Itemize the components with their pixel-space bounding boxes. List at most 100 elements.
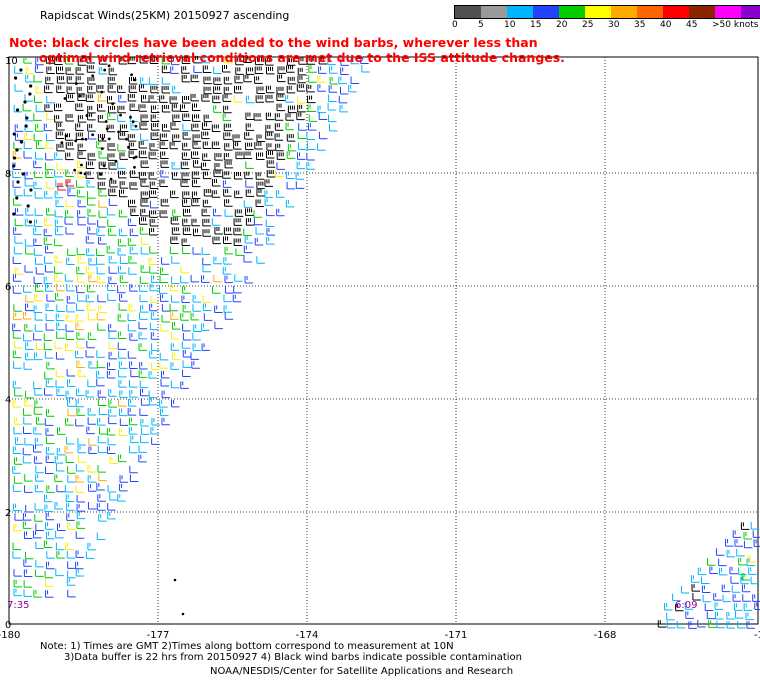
wind-barb [33, 95, 43, 103]
wind-barb [128, 427, 138, 435]
wind-barb [33, 305, 43, 313]
wind-barb-shaft [87, 85, 96, 94]
wind-barb [108, 228, 117, 236]
wind-barb [14, 340, 23, 349]
wind-barb-shaft [77, 255, 87, 264]
wind-barb [222, 171, 231, 179]
wind-barb [296, 152, 306, 160]
wind-barb-shaft [182, 360, 192, 368]
wind-barb [45, 447, 55, 455]
wind-barb-shaft [296, 112, 305, 121]
wind-barb-shaft [12, 446, 22, 455]
wind-barb-shaft [65, 94, 75, 102]
wind-barb-shaft [170, 217, 180, 225]
wind-barb-shaft [256, 152, 265, 160]
wind-barb-shaft [97, 275, 106, 284]
wind-barb [107, 153, 116, 161]
wind-barb-shaft [180, 265, 190, 274]
wind-barb [707, 558, 716, 566]
wind-barb-shaft [77, 210, 86, 218]
wind-barb-shaft [66, 283, 75, 292]
wind-barb-shaft [33, 445, 42, 453]
wind-barb-shaft [119, 390, 128, 398]
wind-barb [181, 66, 190, 74]
latitude-label: 0 [5, 620, 11, 631]
wind-barb [729, 566, 738, 575]
wind-barb-shaft [182, 142, 191, 151]
wind-barb [340, 58, 349, 66]
wind-barb-shaft [34, 313, 44, 321]
wind-barb [256, 181, 265, 190]
wind-barb [266, 143, 275, 151]
wind-barb [56, 447, 66, 456]
wind-barb-shaft [35, 474, 44, 482]
wind-barb [149, 219, 159, 227]
wind-barb-shaft [118, 369, 127, 378]
wind-barb-shaft [191, 218, 200, 227]
wind-barb-shaft [66, 513, 75, 521]
wind-barb [201, 55, 210, 64]
wind-barb-shaft [66, 369, 76, 377]
wind-barb [149, 181, 159, 190]
wind-barb [191, 171, 201, 179]
wind-barb-shaft [223, 257, 232, 265]
wind-barb-shaft [297, 75, 306, 84]
wind-barb [87, 132, 97, 140]
wind-barb-shaft [35, 267, 45, 275]
wind-barb [46, 181, 55, 189]
contamination-circle [127, 145, 130, 149]
wind-barb [274, 133, 284, 141]
wind-barb [118, 170, 127, 179]
wind-barb [203, 76, 212, 85]
wind-barb [740, 522, 750, 530]
scale-swatch [663, 6, 689, 18]
wind-barb [265, 112, 275, 121]
wind-barb-shaft [276, 103, 286, 112]
wind-barb [232, 294, 242, 303]
wind-barb-shaft [697, 567, 707, 576]
wind-barb [171, 104, 181, 112]
wind-barb-shaft [23, 559, 32, 567]
wind-barb-shaft [181, 56, 191, 65]
wind-barb [34, 437, 44, 446]
wind-barb [13, 569, 23, 577]
wind-barb-shaft [161, 304, 171, 312]
wind-barb-shaft [138, 331, 148, 340]
wind-barb [129, 474, 139, 482]
wind-barb [285, 122, 295, 131]
wind-barb-shaft [149, 228, 158, 236]
wind-barb-shaft [233, 227, 242, 236]
wind-barb [182, 218, 191, 227]
wind-barb [98, 151, 108, 159]
wind-barb-shaft [65, 210, 74, 218]
wind-barb-shaft [25, 390, 34, 399]
wind-barb-shaft [233, 238, 243, 246]
wind-barb-shaft [328, 94, 337, 102]
wind-barb-shaft [14, 513, 23, 521]
wind-barb-shaft [66, 295, 76, 304]
wind-barb [66, 257, 75, 265]
wind-barb-shaft [35, 342, 45, 350]
wind-barb-shaft [285, 171, 295, 179]
wind-barb [76, 86, 86, 95]
wind-barb-shaft [224, 143, 233, 151]
wind-barb-shaft [697, 620, 706, 628]
wind-barb [254, 238, 264, 246]
wind-barb [56, 388, 65, 397]
wind-barb [243, 151, 253, 159]
wind-barb [87, 312, 97, 321]
wind-barb-shaft [223, 105, 232, 114]
wind-barb [338, 95, 348, 104]
wind-barb [753, 539, 760, 547]
wind-barb-shaft [130, 435, 139, 444]
wind-barb [85, 161, 95, 169]
wind-barb-shaft [255, 95, 265, 103]
wind-barb [140, 237, 150, 245]
wind-barb [54, 456, 64, 464]
wind-barb [46, 95, 55, 104]
wind-barb-shaft [33, 352, 43, 361]
wind-barb [64, 445, 74, 454]
wind-barb-shaft [180, 275, 189, 284]
wind-barb [97, 103, 106, 112]
wind-barb-shaft [108, 400, 117, 408]
